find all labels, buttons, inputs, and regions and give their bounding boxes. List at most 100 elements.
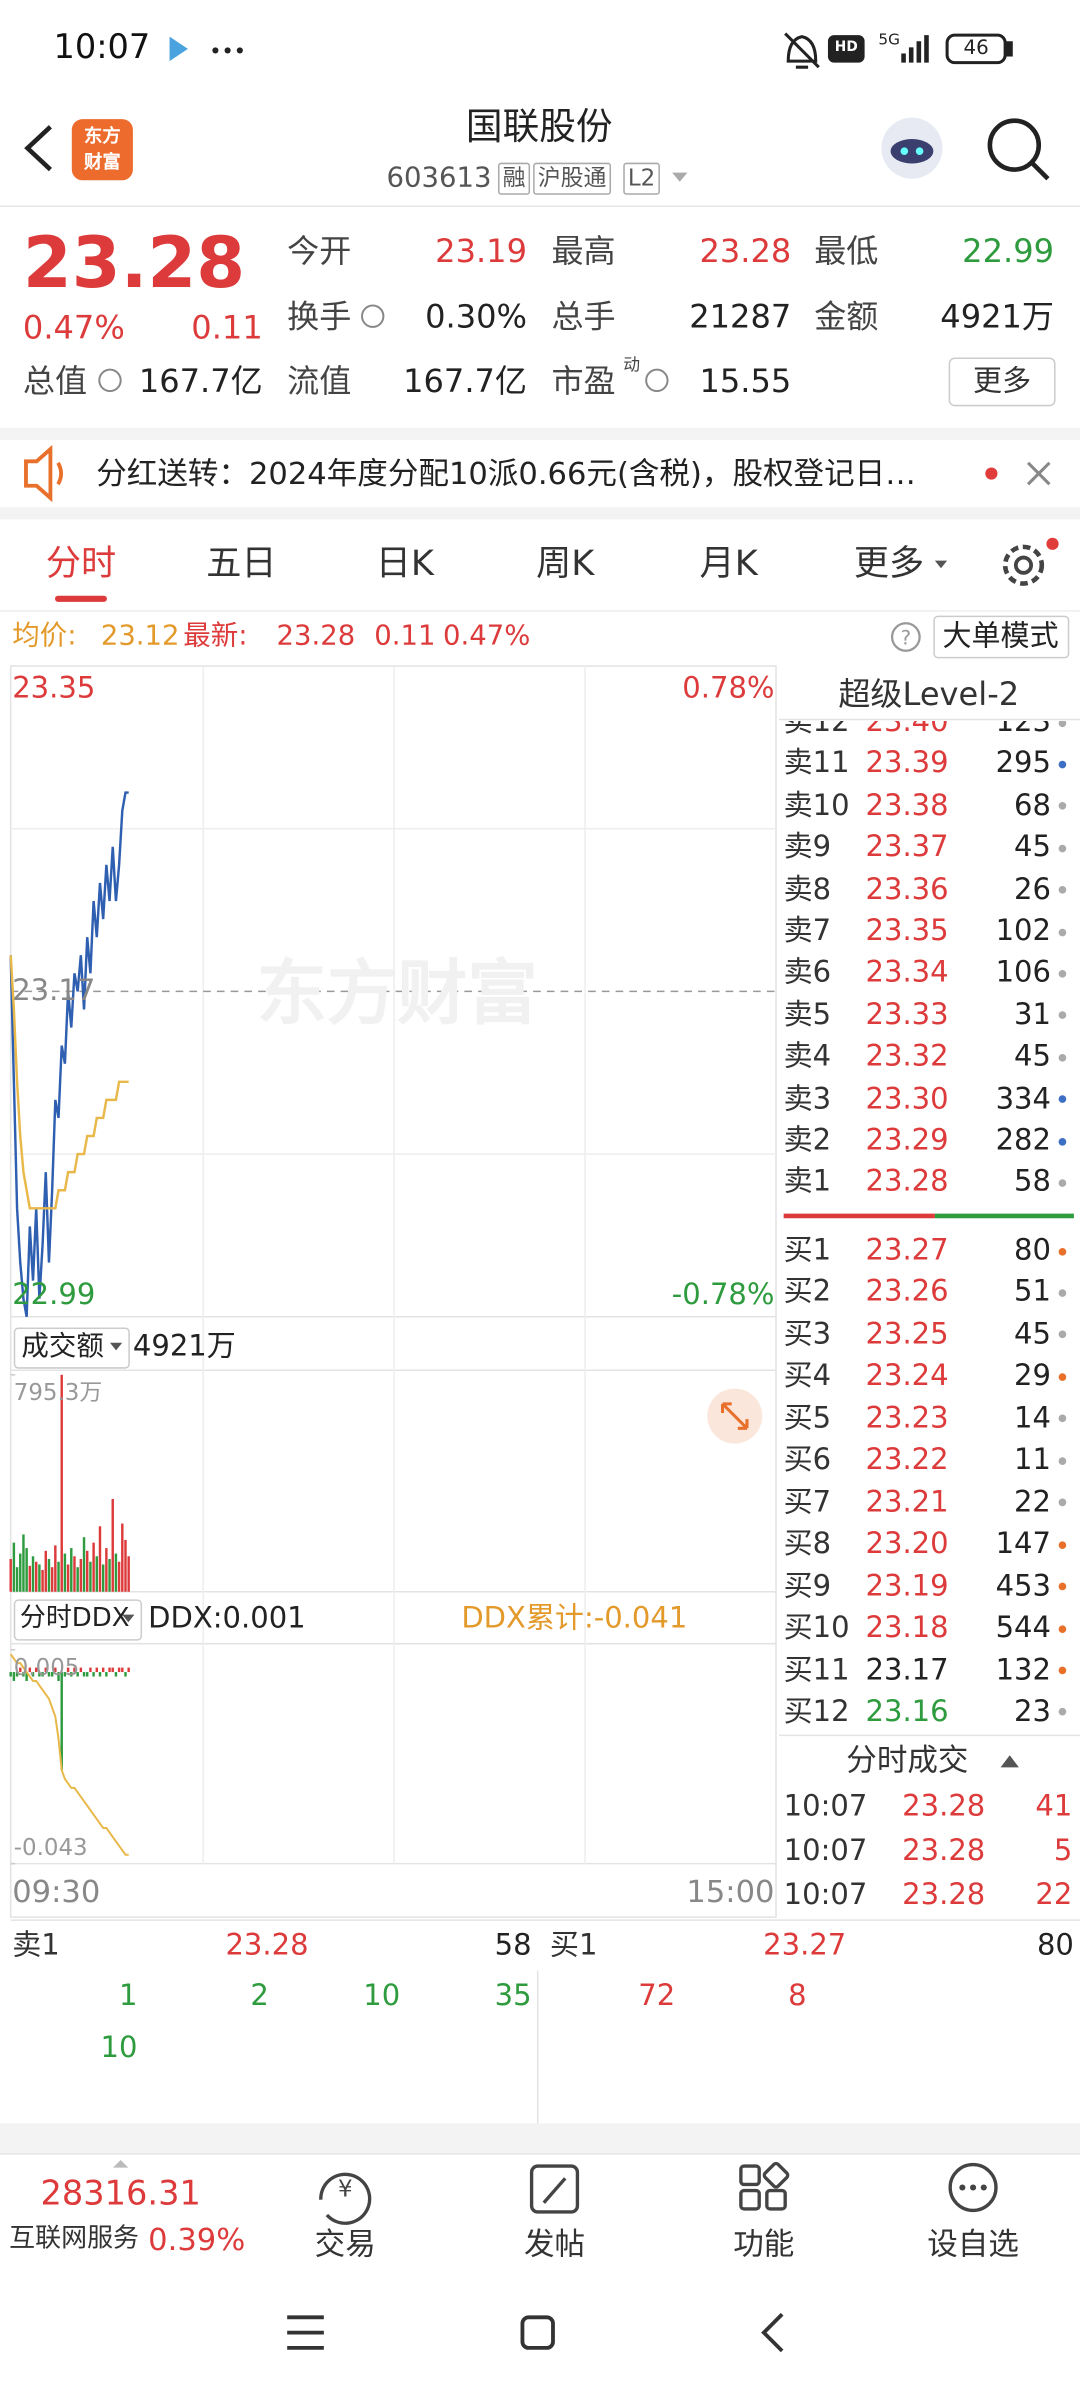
field-value: 0.30% xyxy=(425,298,528,336)
book-label: 卖8 xyxy=(783,872,832,906)
bar xyxy=(105,1548,108,1592)
book-price: 23.17 xyxy=(865,1652,949,1687)
dropdown-icon[interactable] xyxy=(672,172,688,182)
book-price: 23.19 xyxy=(865,1568,949,1603)
more-button-label[interactable]: 更多 xyxy=(973,364,1032,398)
trade-price: 23.28 xyxy=(902,1833,986,1868)
book-label: 买4 xyxy=(783,1359,832,1393)
bar xyxy=(121,1523,124,1592)
dropdown-icon[interactable] xyxy=(109,1342,123,1351)
mode-button-label[interactable]: 大单模式 xyxy=(942,619,1059,654)
bar xyxy=(38,1564,41,1592)
book-qty: 45 xyxy=(1014,830,1051,865)
bar xyxy=(79,1667,83,1673)
bar xyxy=(111,1499,114,1592)
panel-title[interactable]: 分时成交 xyxy=(846,1741,969,1779)
book-dot xyxy=(1058,928,1067,936)
queue-qty: 80 xyxy=(1036,1928,1074,1963)
bar xyxy=(70,1548,73,1592)
book-label: 卖12 xyxy=(783,721,850,739)
book-label: 卖5 xyxy=(783,997,832,1032)
nav-item[interactable]: 功能 xyxy=(733,2225,795,2263)
nav-item[interactable]: 设自选 xyxy=(927,2225,1019,2263)
trade-price: 23.28 xyxy=(902,1878,986,1912)
search-icon[interactable] xyxy=(987,118,1050,181)
logo-text: 财富 xyxy=(84,151,121,173)
nav-item[interactable]: 交易 xyxy=(314,2225,376,2263)
field-label: 市盈 xyxy=(551,362,616,400)
book-label: 买12 xyxy=(783,1694,850,1729)
settings-icon[interactable] xyxy=(1002,537,1059,586)
tab[interactable]: 月K xyxy=(699,544,758,585)
bar xyxy=(117,1667,121,1673)
panel-title[interactable]: 成交额 xyxy=(21,1330,104,1363)
queue-label: 卖1 xyxy=(12,1928,60,1963)
book-price: 23.21 xyxy=(865,1485,949,1519)
clock: 10:07 xyxy=(53,29,151,68)
book-price: 23.25 xyxy=(865,1317,949,1351)
system-nav[interactable] xyxy=(287,2312,784,2353)
book-qty: 147 xyxy=(995,1527,1051,1561)
nav-icons[interactable]: ¥ xyxy=(319,2161,998,2225)
index-value[interactable]: 28316.31 xyxy=(40,2175,201,2214)
expand-icon[interactable] xyxy=(707,1388,763,1444)
bar xyxy=(121,1667,124,1673)
more-button[interactable] xyxy=(948,357,1056,407)
bar xyxy=(47,1559,51,1592)
tab[interactable]: 分时 xyxy=(45,544,117,585)
volume-selector[interactable] xyxy=(13,1327,130,1369)
hd-badge: HD xyxy=(834,40,858,56)
ddx-selector[interactable] xyxy=(13,1599,143,1641)
bar xyxy=(89,1667,92,1673)
bar xyxy=(41,1569,44,1592)
bar xyxy=(92,1542,95,1592)
panel-title: 超级Level-2 xyxy=(838,675,1020,713)
separator xyxy=(0,507,1080,520)
panel-title[interactable]: 分时DDX xyxy=(19,1603,130,1634)
tab[interactable]: 日K xyxy=(375,544,434,585)
bar xyxy=(117,1561,121,1592)
help-icon[interactable]: ? xyxy=(890,622,921,652)
dropdown-icon[interactable] xyxy=(934,560,948,569)
tag: L2 xyxy=(623,162,660,195)
nav-item[interactable]: 发帖 xyxy=(523,2225,586,2263)
queue-price: 23.28 xyxy=(225,1928,309,1963)
stock-code: 603613 xyxy=(386,161,492,195)
speaker-icon xyxy=(24,444,64,503)
queue-order: 8 xyxy=(788,1978,807,2013)
bar xyxy=(34,1667,38,1673)
close-icon[interactable] xyxy=(1026,461,1051,486)
mode-button[interactable] xyxy=(933,615,1070,659)
book-label: 买2 xyxy=(783,1275,832,1310)
queue-order: 10 xyxy=(363,1978,401,2013)
book-price: 23.35 xyxy=(865,914,949,948)
trade-time: 10:07 xyxy=(783,1833,868,1868)
change: 0.11 xyxy=(191,309,263,346)
info-icon[interactable] xyxy=(98,304,669,393)
tab[interactable]: 周K xyxy=(536,544,595,585)
book-price: 23.23 xyxy=(865,1401,949,1435)
book-label: 卖3 xyxy=(783,1081,832,1116)
tab[interactable]: 五日 xyxy=(206,544,277,585)
notice[interactable]: 分红送转：2024年度分配10派0.66元(含税)，股权登记日… xyxy=(96,455,916,492)
field-label: 总值 xyxy=(22,362,88,400)
latest-value: 23.28 xyxy=(276,620,356,653)
dropdown-icon[interactable] xyxy=(122,1614,135,1623)
bar xyxy=(54,1545,57,1592)
bar xyxy=(105,1672,108,1677)
bar xyxy=(66,1667,70,1673)
book-qty: 123 xyxy=(995,721,1051,739)
sort-icon[interactable] xyxy=(1000,1755,1019,1768)
bar xyxy=(108,1667,111,1673)
book-label: 买9 xyxy=(783,1568,832,1603)
bar xyxy=(98,1526,102,1592)
back-icon[interactable] xyxy=(24,125,52,172)
avatar[interactable] xyxy=(881,117,943,179)
book-dot xyxy=(1058,1456,1067,1465)
book-dot xyxy=(1058,1666,1067,1675)
book-dot xyxy=(1058,969,1067,978)
tab[interactable]: 更多 xyxy=(853,544,925,585)
book-price: 23.40 xyxy=(865,721,949,739)
alert-dot xyxy=(985,467,998,480)
latest-label: 最新: xyxy=(183,620,248,653)
